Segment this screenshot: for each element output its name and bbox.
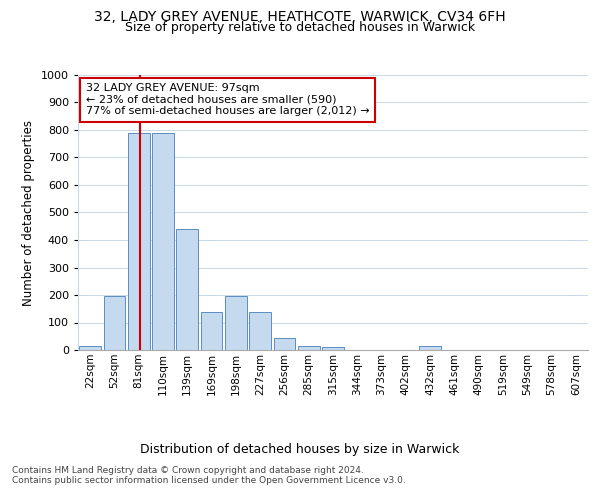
Text: Size of property relative to detached houses in Warwick: Size of property relative to detached ho…: [125, 21, 475, 34]
Bar: [128, 132, 149, 350]
Bar: [249, 312, 271, 350]
Bar: [104, 296, 125, 350]
Bar: [274, 338, 295, 350]
Text: Distribution of detached houses by size in Warwick: Distribution of detached houses by size …: [140, 442, 460, 456]
Bar: [200, 312, 223, 350]
Bar: [419, 346, 441, 350]
Text: Contains public sector information licensed under the Open Government Licence v3: Contains public sector information licen…: [12, 476, 406, 485]
Text: 32, LADY GREY AVENUE, HEATHCOTE, WARWICK, CV34 6FH: 32, LADY GREY AVENUE, HEATHCOTE, WARWICK…: [94, 10, 506, 24]
Bar: [176, 229, 198, 350]
Y-axis label: Number of detached properties: Number of detached properties: [22, 120, 35, 306]
Bar: [322, 347, 344, 350]
Bar: [225, 296, 247, 350]
Text: 32 LADY GREY AVENUE: 97sqm
← 23% of detached houses are smaller (590)
77% of sem: 32 LADY GREY AVENUE: 97sqm ← 23% of deta…: [86, 83, 369, 116]
Bar: [298, 346, 320, 350]
Text: Contains HM Land Registry data © Crown copyright and database right 2024.: Contains HM Land Registry data © Crown c…: [12, 466, 364, 475]
Bar: [79, 346, 101, 350]
Bar: [152, 132, 174, 350]
